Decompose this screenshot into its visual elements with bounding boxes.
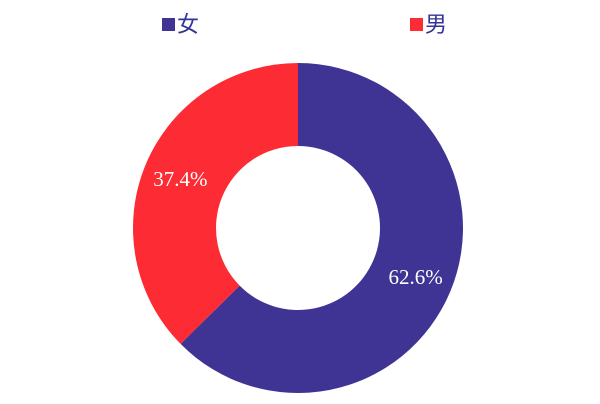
slice-value-label: 37.4% xyxy=(153,167,207,191)
donut-slice[interactable] xyxy=(180,63,463,394)
donut-slice[interactable] xyxy=(133,63,298,344)
legend-label: 男 xyxy=(425,13,447,38)
legend-swatch xyxy=(162,18,175,31)
donut-slices xyxy=(133,63,463,394)
slice-labels: 62.6% 37.4% xyxy=(153,167,443,289)
legend-swatch xyxy=(410,18,423,31)
legend-item[interactable]: 男 xyxy=(410,13,447,38)
legend: 女男 xyxy=(162,13,447,38)
legend-item[interactable]: 女 xyxy=(162,13,199,38)
legend-label: 女 xyxy=(177,13,199,38)
slice-value-label: 62.6% xyxy=(389,265,443,289)
